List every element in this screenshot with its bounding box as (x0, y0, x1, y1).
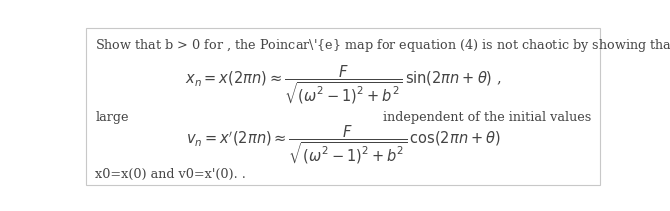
FancyBboxPatch shape (86, 28, 600, 185)
Text: x0=x(0) and v0=x'(0). .: x0=x(0) and v0=x'(0). . (95, 168, 246, 181)
Text: $x_n = x(2\pi n) \approx \dfrac{F}{\sqrt{(\omega^2-1)^2+b^2}}\,\sin(2\pi n + \th: $x_n = x(2\pi n) \approx \dfrac{F}{\sqrt… (185, 63, 502, 105)
Text: large: large (95, 111, 129, 124)
Text: $v_n = x'(2\pi n) \approx \dfrac{F}{\sqrt{(\omega^2-1)^2+b^2}}\,\cos(2\pi n + \t: $v_n = x'(2\pi n) \approx \dfrac{F}{\sqr… (186, 123, 500, 165)
Text: independent of the initial values: independent of the initial values (383, 111, 592, 124)
Text: Show that b > 0 for , the Poincar\'{e} map for equation (4) is not chaotic by sh: Show that b > 0 for , the Poincar\'{e} m… (95, 37, 670, 54)
